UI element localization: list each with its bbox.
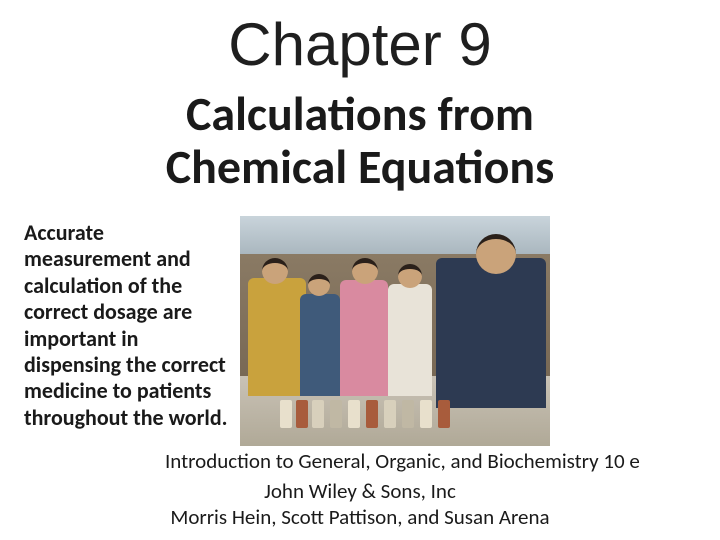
person-figure (388, 284, 432, 396)
medicine-bottle (312, 400, 324, 428)
subtitle-line-1: Calculations from (186, 84, 534, 143)
medicine-bottle (420, 400, 432, 428)
medicine-bottle (366, 400, 378, 428)
medicine-bottle (280, 400, 292, 428)
photo-pharmacy-scene (240, 216, 550, 446)
person-figure (300, 294, 340, 396)
person-head (262, 258, 288, 284)
book-title: Introduction to General, Organic, and Bi… (165, 448, 705, 474)
person-head (398, 264, 422, 288)
medicine-bottle (348, 400, 360, 428)
medicine-bottle (384, 400, 396, 428)
chapter-subtitle: Calculations from Chemical Equations (0, 88, 720, 194)
person-head (308, 274, 330, 296)
slide: Chapter 9 Calculations from Chemical Equ… (0, 0, 720, 540)
medicine-bottle (330, 400, 342, 428)
person-head (352, 258, 378, 284)
sidebar-caption: Accurate measurement and calculation of … (24, 220, 234, 431)
authors: Morris Hein, Scott Pattison, and Susan A… (0, 504, 720, 530)
person-figure (248, 278, 306, 396)
medicine-bottle (296, 400, 308, 428)
person-figure (340, 280, 388, 396)
person-head (476, 234, 516, 274)
subtitle-line-2: Chemical Equations (166, 137, 555, 196)
chapter-title: Chapter 9 (0, 10, 720, 79)
publisher: John Wiley & Sons, Inc (0, 478, 720, 504)
medicine-bottle (438, 400, 450, 428)
person-figure (436, 258, 546, 408)
medicine-bottle (402, 400, 414, 428)
